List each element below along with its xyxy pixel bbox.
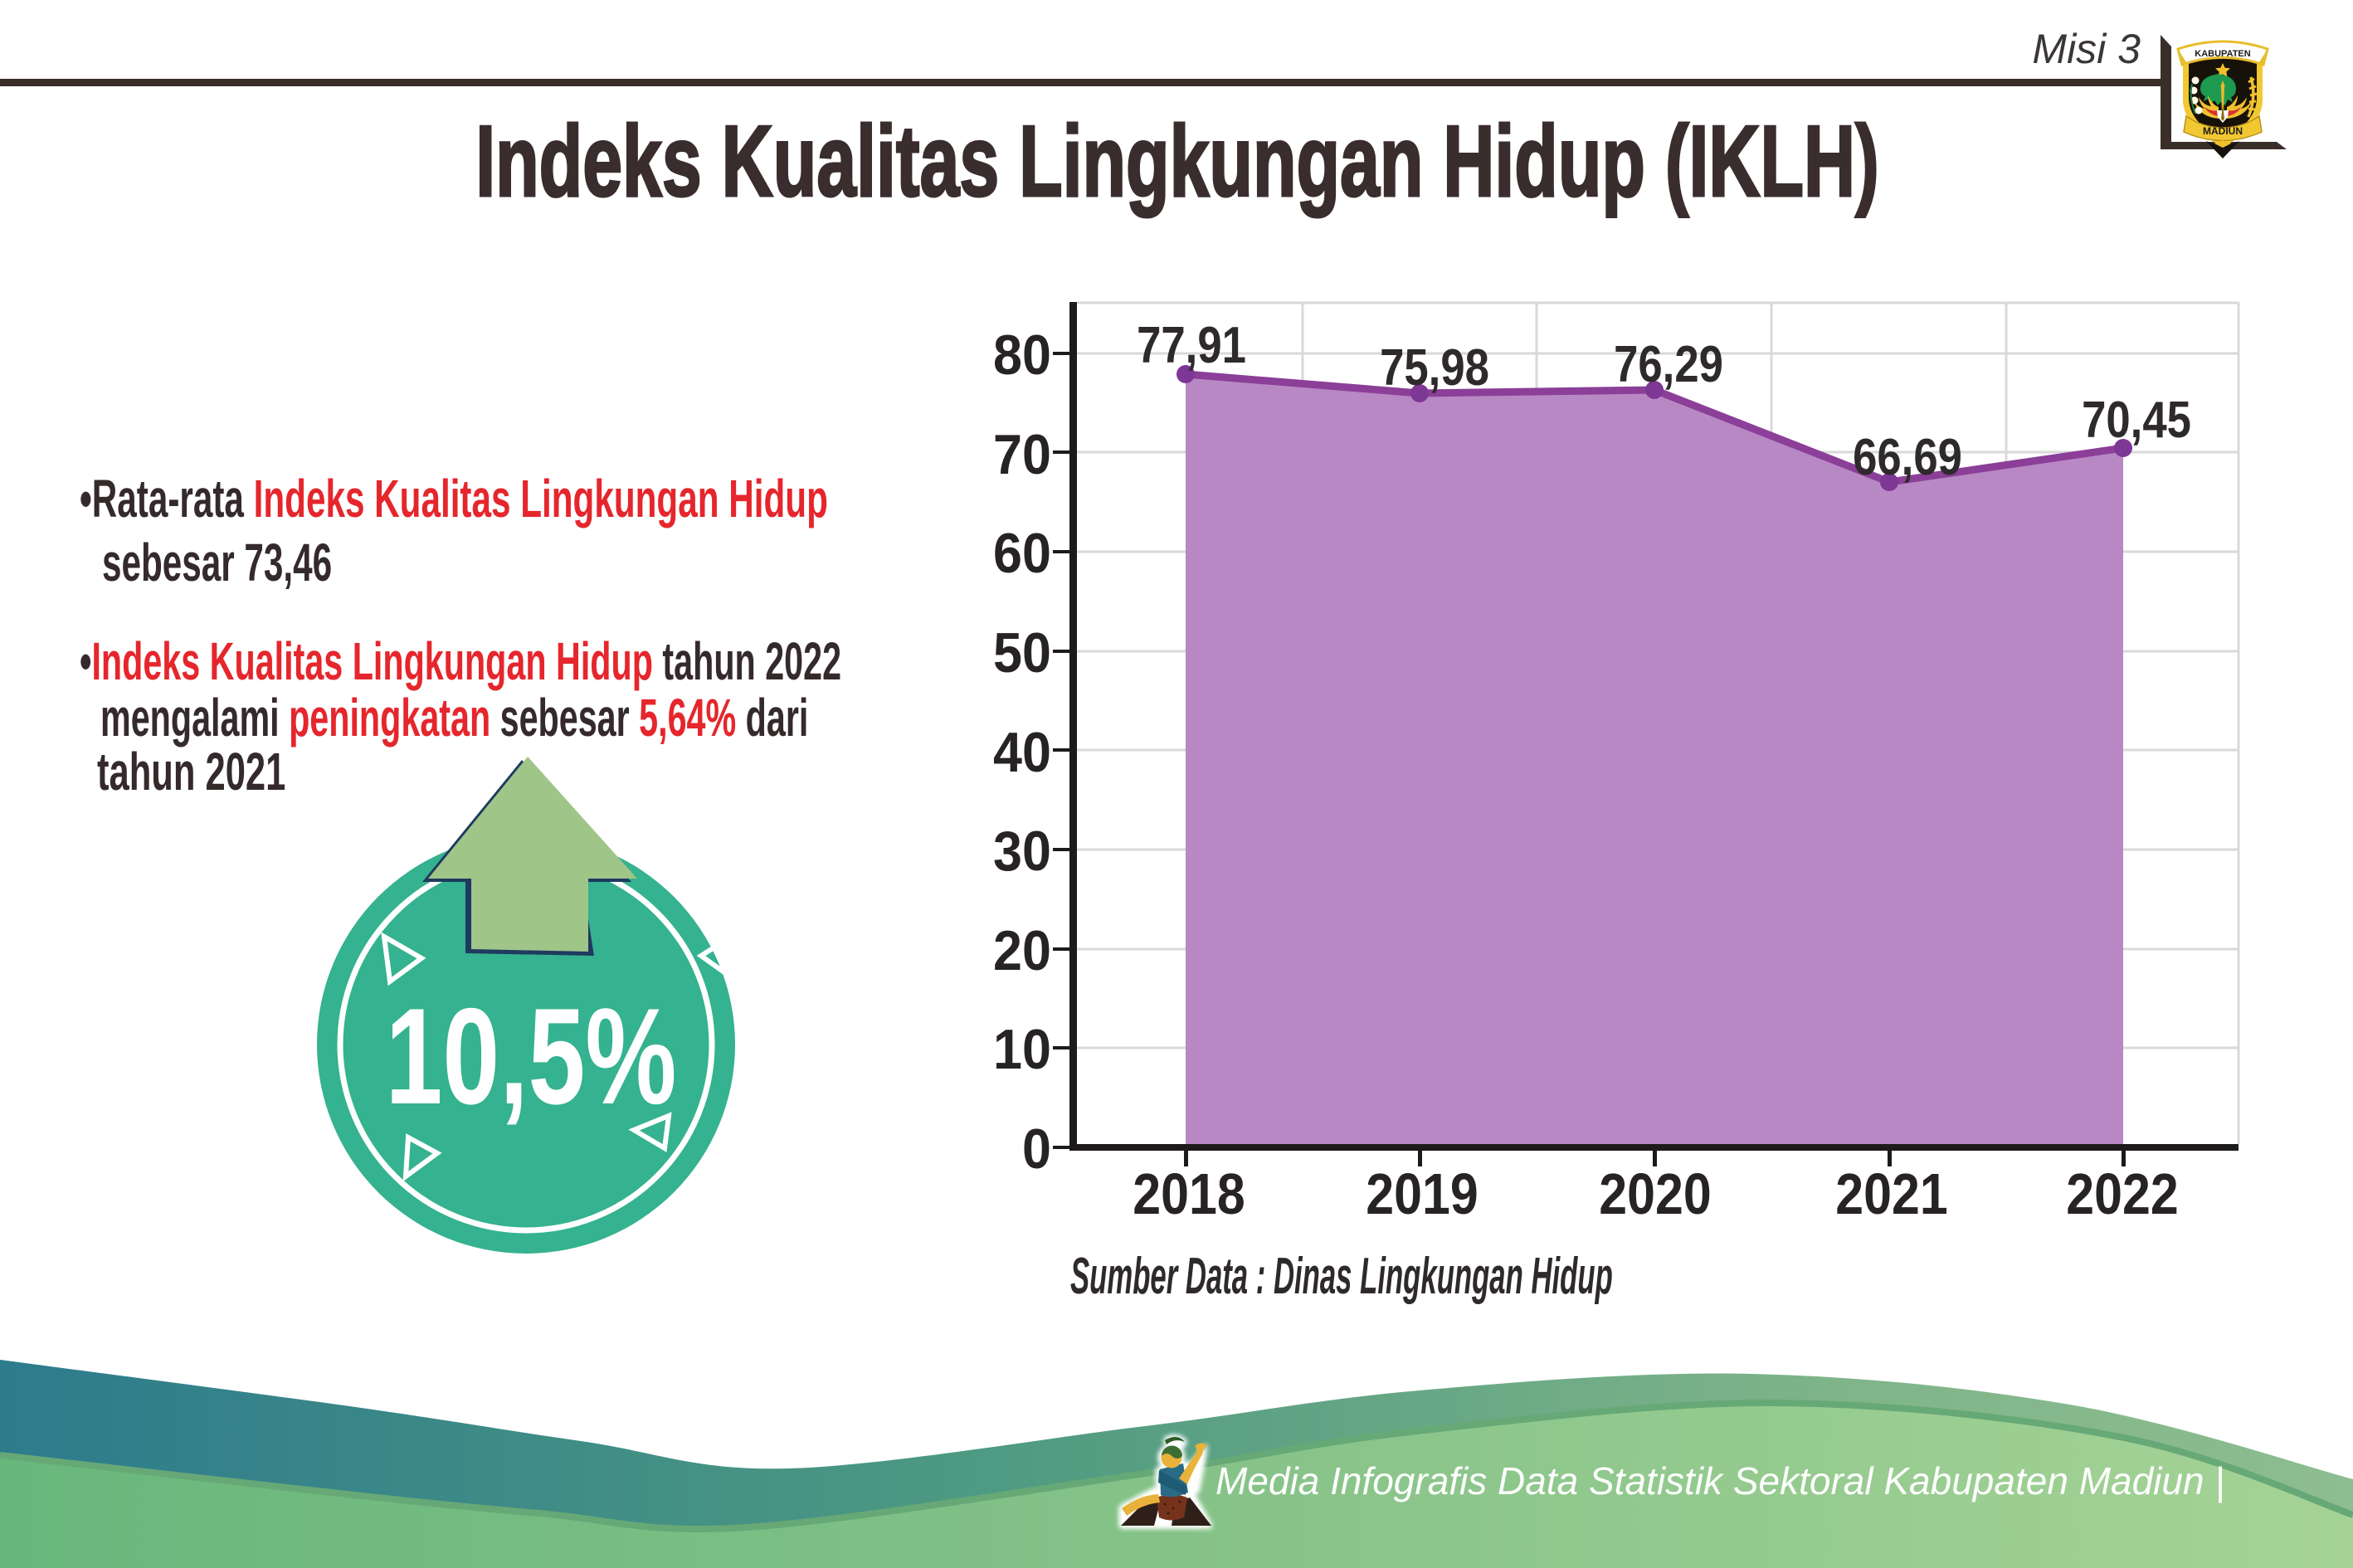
svg-text:70: 70 (993, 423, 1051, 486)
svg-text:50: 50 (993, 621, 1051, 684)
svg-text:KABUPATEN: KABUPATEN (2195, 49, 2250, 59)
svg-text:20: 20 (993, 919, 1051, 982)
svg-text:MADIUN: MADIUN (2203, 125, 2243, 137)
svg-text:2021: 2021 (1835, 1161, 1947, 1226)
svg-text:Media Infografis Data Statisti: Media Infografis Data Statistik Sektoral… (1215, 1459, 2224, 1502)
svg-text:2019: 2019 (1366, 1161, 1478, 1226)
svg-text:tahun 2021: tahun 2021 (97, 742, 285, 802)
svg-text:80: 80 (993, 324, 1051, 387)
svg-text:66,69: 66,69 (1853, 429, 1962, 486)
svg-text:77,91: 77,91 (1137, 317, 1246, 374)
svg-text:30: 30 (993, 820, 1051, 883)
svg-text:10: 10 (993, 1018, 1051, 1081)
svg-text:60: 60 (993, 522, 1051, 585)
svg-text:40: 40 (993, 721, 1051, 784)
svg-text:Indeks Kualitas Lingkungan Hid: Indeks Kualitas Lingkungan Hidup (IKLH) (475, 105, 1879, 217)
svg-text:2022: 2022 (2066, 1161, 2178, 1226)
svg-text:75,98: 75,98 (1380, 339, 1489, 397)
svg-text:76,29: 76,29 (1614, 336, 1723, 393)
svg-text:2020: 2020 (1599, 1161, 1711, 1226)
svg-text:sebesar 73,46: sebesar 73,46 (102, 533, 332, 592)
svg-text:Sumber Data : Dinas Lingkungan: Sumber Data : Dinas Lingkungan Hidup (1070, 1247, 1613, 1304)
svg-text:•Rata-rata Indeks Kualitas Lin: •Rata-rata Indeks Kualitas Lingkungan Hi… (80, 470, 828, 528)
svg-text:0: 0 (1022, 1118, 1051, 1181)
svg-text:•Indeks Kualitas Lingkungan Hi: •Indeks Kualitas Lingkungan Hidup tahun … (80, 632, 841, 691)
svg-text:10,5%: 10,5% (386, 980, 677, 1132)
svg-text:Misi 3: Misi 3 (2032, 26, 2141, 72)
svg-text:mengalami peningkatan sebesar: mengalami peningkatan sebesar 5,64% dari (100, 689, 808, 747)
svg-text:70,45: 70,45 (2082, 392, 2191, 449)
svg-text:2018: 2018 (1133, 1161, 1245, 1226)
